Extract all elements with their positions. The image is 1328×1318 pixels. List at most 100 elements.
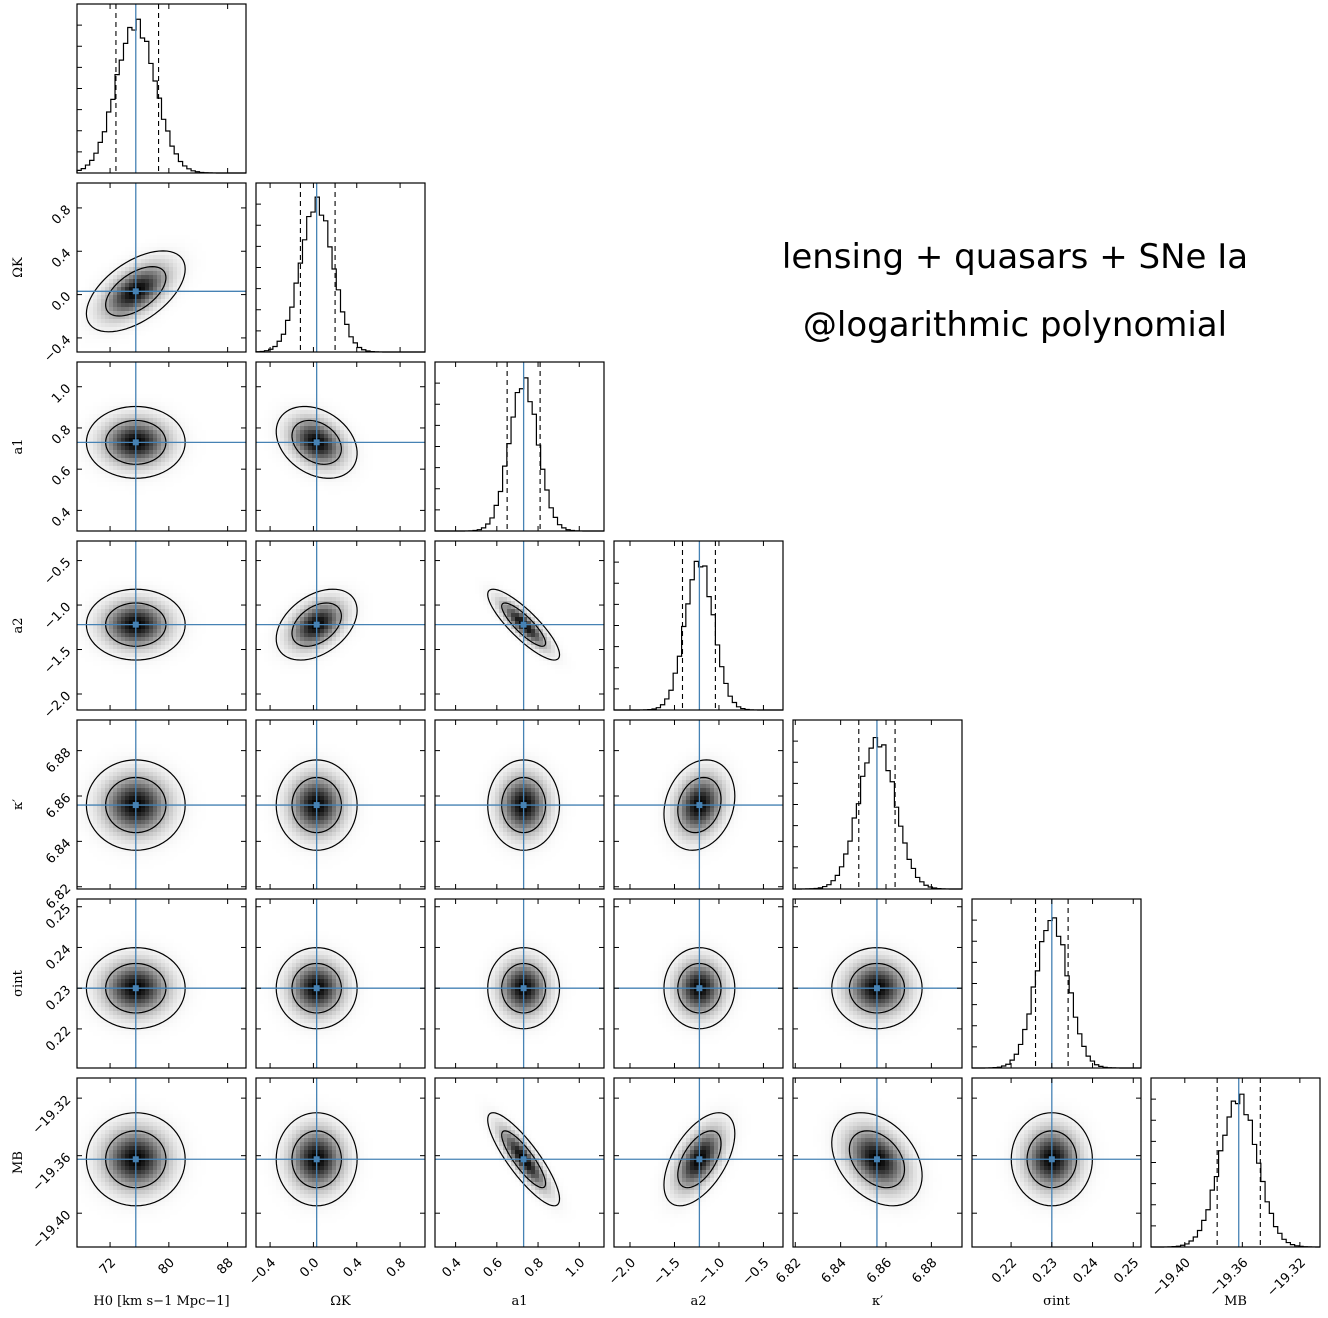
density-cell [157,235,162,240]
density-cell [89,466,94,471]
density-cell [149,764,154,769]
density-cell [137,824,142,829]
density-cell [352,796,357,801]
density-cell [356,832,361,837]
density-cell [268,629,273,634]
density-cell [292,625,297,630]
density-cell [129,760,134,765]
density-cell [93,760,98,765]
density-cell [113,617,118,622]
density-cell [308,669,313,674]
density-cell [77,466,82,471]
density-cell [177,597,182,602]
density-cell [125,462,130,467]
density-cell [109,597,114,602]
density-cell [129,804,134,809]
density-cell [121,589,126,594]
density-cell [173,263,178,268]
density-cell [193,780,198,785]
density-cell [300,756,305,761]
density-cell [113,633,118,638]
density-cell [173,597,178,602]
density-cell [300,776,305,781]
density-cell [129,283,134,288]
density-cell [344,581,349,586]
density-cell [145,398,150,403]
density-cell [320,641,325,646]
density-cell [268,438,273,443]
density-cell [97,418,102,423]
density-cell [527,613,532,618]
density-cell [300,816,305,821]
density-cell [137,291,142,296]
density-cell [527,605,532,610]
density-cell [105,780,110,785]
density-cell [89,780,94,785]
density-cell [93,335,98,340]
density-cell [165,235,170,240]
density-cell [97,792,102,797]
density-cell [559,641,564,646]
density-cell [523,617,528,622]
density-cell [328,581,333,586]
density-cell [344,414,349,419]
density-cell [511,601,516,606]
density-cell [300,744,305,749]
density-cell [93,820,98,825]
density-cell [177,776,182,781]
density-cell [475,577,480,582]
density-cell [264,410,269,415]
density-cell [105,402,110,407]
density-cell [141,844,146,849]
density-cell [328,756,333,761]
density-cell [193,617,198,622]
density-cell [300,418,305,423]
density-cell [193,772,198,777]
density-cell [288,402,293,407]
density-cell [101,450,106,455]
density-cell [165,848,170,853]
density-cell [332,458,337,463]
density-cell [280,800,285,805]
density-cell [97,856,102,861]
density-cell [97,295,102,300]
density-cell [559,637,564,642]
density-cell [264,418,269,423]
density-cell [344,852,349,857]
density-cell [272,800,277,805]
density-cell [93,848,98,853]
density-cell [280,796,285,801]
density-cell [356,593,361,598]
density-cell [324,760,329,765]
density-cell [344,784,349,789]
density-cell [129,613,134,618]
density-cell [304,800,309,805]
density-cell [292,410,297,415]
density-cell [487,605,492,610]
density-cell [288,836,293,841]
density-cell [268,418,273,423]
density-cell [360,836,365,841]
density-cell [527,625,532,630]
density-cell [304,434,309,439]
density-cell [81,824,86,829]
density-cell [280,852,285,857]
density-cell [288,792,293,797]
density-cell [312,665,317,670]
density-cell [364,808,369,813]
density-cell [109,394,114,399]
density-cell [312,601,317,606]
density-cell [304,633,309,638]
density-cell [137,470,142,475]
density-cell [296,772,301,777]
density-cell [336,792,341,797]
density-cell [185,239,190,244]
density-cell [340,824,345,829]
density-cell [177,279,182,284]
density-cell [312,414,317,419]
density-cell [117,852,122,857]
density-cell [105,605,110,610]
density-cell [328,752,333,757]
density-cell [348,848,353,853]
density-cell [101,402,106,407]
